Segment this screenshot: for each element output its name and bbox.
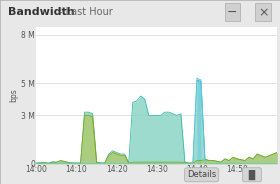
Text: Details: Details bbox=[187, 170, 216, 179]
Text: ▐▌: ▐▌ bbox=[244, 170, 260, 180]
Text: Bandwidth: Bandwidth bbox=[8, 7, 75, 17]
Text: −: − bbox=[227, 6, 238, 19]
Text: ×: × bbox=[258, 6, 269, 19]
Text: - Last Hour: - Last Hour bbox=[59, 7, 113, 17]
Y-axis label: bps: bps bbox=[9, 88, 18, 102]
